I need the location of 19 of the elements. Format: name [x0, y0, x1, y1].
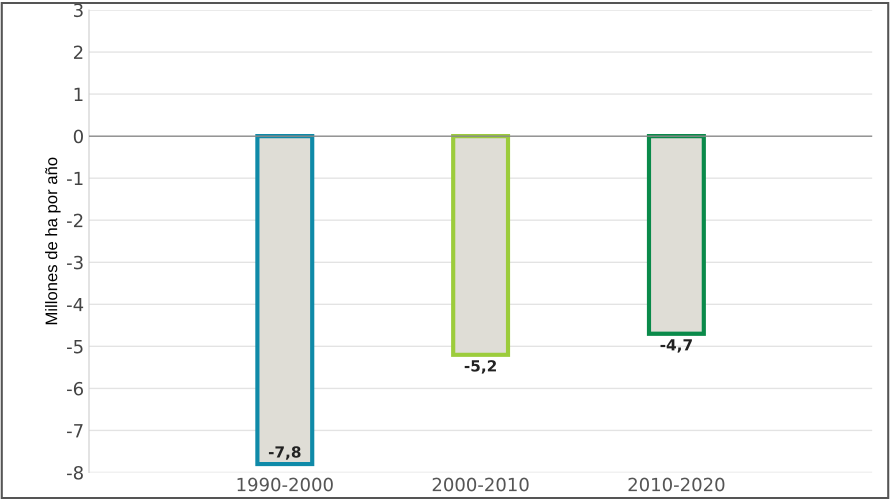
data-label: -4,7: [660, 339, 692, 353]
y-tick-label: 2: [74, 46, 82, 59]
x-tick-label: 2010-2020: [628, 478, 724, 492]
x-tick-label: 1990-2000: [238, 478, 333, 492]
y-tick-label: -5: [67, 340, 83, 354]
y-tick-label: -8: [67, 466, 83, 480]
y-axis-title: Millones de ha por año: [45, 158, 61, 324]
y-tick-label: -7: [67, 424, 83, 438]
y-tick-label: 0: [74, 130, 83, 144]
x-tick-label: 2000-2010: [432, 478, 529, 492]
y-tick-label: 3: [74, 3, 83, 18]
y-tick-label: -1: [67, 172, 82, 186]
y-tick-label: -2: [67, 214, 82, 228]
y-tick-label: -3: [67, 256, 83, 270]
data-label: -7,8: [268, 446, 301, 460]
y-tick-label: -6: [67, 382, 84, 396]
data-label: -5,2: [464, 360, 496, 374]
y-tick-label: 1: [74, 88, 82, 101]
y-tick-label: -4: [67, 298, 84, 312]
